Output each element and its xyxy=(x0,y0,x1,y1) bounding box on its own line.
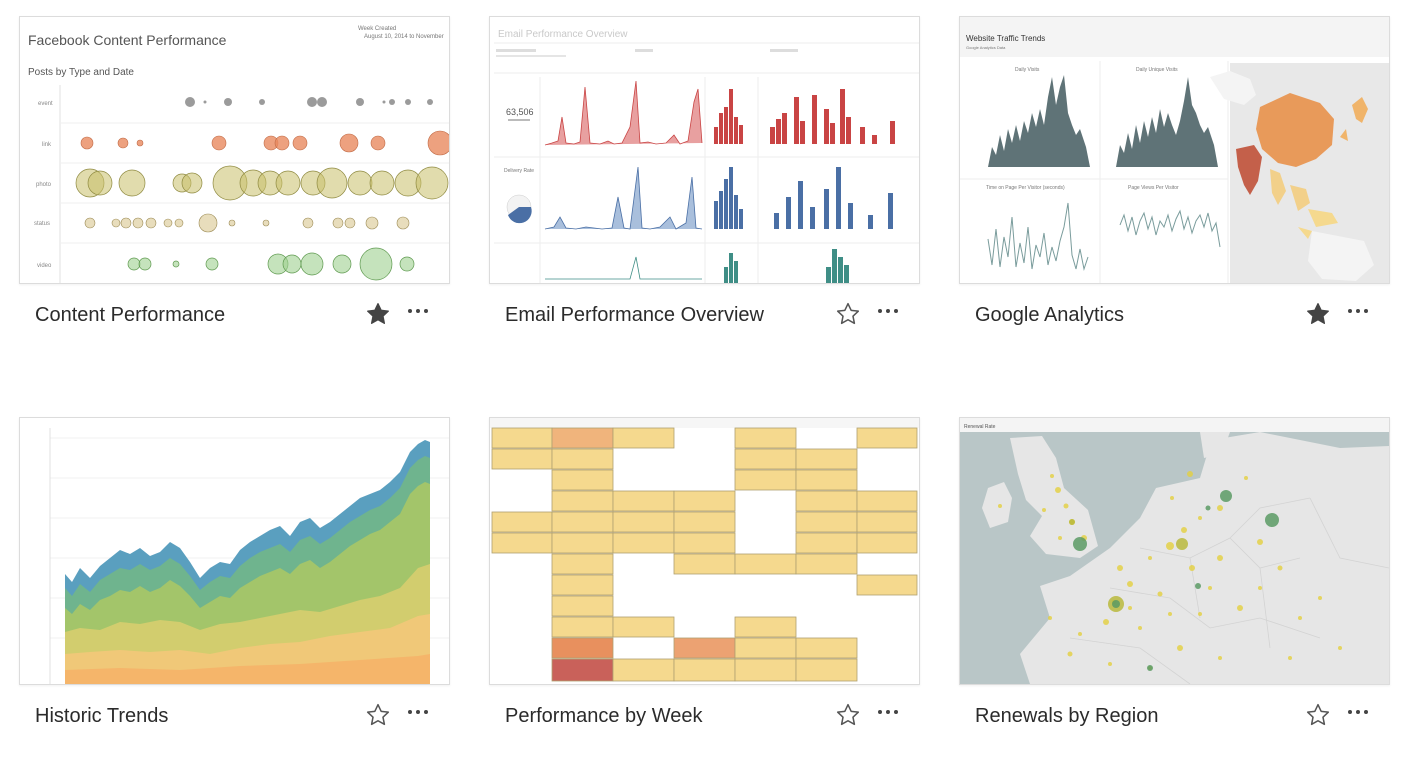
star-icon[interactable] xyxy=(1305,702,1331,728)
workbook-title[interactable]: Renewals by Region xyxy=(975,705,1159,727)
preview-subheading: Google Analytics Data xyxy=(966,45,1006,50)
preview-row-label: photo xyxy=(36,182,52,188)
workbook-title[interactable]: Google Analytics xyxy=(975,304,1124,326)
star-icon[interactable] xyxy=(365,702,391,728)
more-options-icon[interactable] xyxy=(407,303,429,319)
more-options-icon[interactable] xyxy=(407,704,429,720)
preview-panel-label: Daily Visits xyxy=(1015,67,1040,73)
workbook-thumbnail[interactable] xyxy=(19,417,450,685)
preview-subheading: Posts by Type and Date xyxy=(28,67,134,78)
more-options-icon[interactable] xyxy=(1347,704,1369,720)
preview-row-label: link xyxy=(42,142,52,148)
preview-row-label: video xyxy=(37,263,52,269)
preview-panel-label: Daily Unique Visits xyxy=(1136,67,1178,73)
star-icon[interactable] xyxy=(1305,301,1331,327)
preview-row-label: event xyxy=(38,101,53,107)
preview-heading: Renewal Rate xyxy=(964,424,996,430)
workbook-thumbnail[interactable]: Facebook Content Performance Week Create… xyxy=(19,16,450,284)
thumbnail-preview-bubbles: Facebook Content Performance Week Create… xyxy=(28,26,449,283)
more-options-icon[interactable] xyxy=(877,303,899,319)
more-options-icon[interactable] xyxy=(877,704,899,720)
preview-panel-label: Page Views Per Visitor xyxy=(1128,185,1179,191)
more-options-icon[interactable] xyxy=(1347,303,1369,319)
preview-panel-label: Time on Page Per Visitor (seconds) xyxy=(986,185,1065,191)
workbook-thumbnail[interactable] xyxy=(489,417,920,685)
workbook-thumbnail[interactable]: Renewal Rate xyxy=(959,417,1390,685)
thumbnail-preview-heatmap xyxy=(490,418,919,682)
star-icon[interactable] xyxy=(365,301,391,327)
preview-metric-value: 63,506 xyxy=(506,107,534,117)
workbook-title[interactable]: Historic Trends xyxy=(35,705,169,727)
thumbnail-preview-stacked-area xyxy=(49,428,449,684)
workbook-thumbnail[interactable]: Email Performance Overview 63,506 Delive… xyxy=(489,16,920,284)
preview-heading: Website Traffic Trends xyxy=(966,34,1045,43)
thumbnail-preview-map: Renewal Rate xyxy=(960,418,1389,684)
thumbnail-preview-traffic: Website Traffic Trends Google Analytics … xyxy=(960,17,1389,283)
preview-metric-label: Delivery Rate xyxy=(504,168,534,174)
preview-date-range: August 10, 2014 to November xyxy=(364,34,444,40)
star-icon[interactable] xyxy=(835,702,861,728)
preview-legend-title: Week Created xyxy=(358,26,396,32)
preview-heading: Email Performance Overview xyxy=(498,29,628,40)
preview-row-label: status xyxy=(34,221,50,227)
thumbnail-preview-email: Email Performance Overview 63,506 Delive… xyxy=(494,29,919,283)
workbook-title[interactable]: Content Performance xyxy=(35,304,226,326)
preview-heading: Facebook Content Performance xyxy=(28,32,227,48)
workbook-thumbnail[interactable]: Website Traffic Trends Google Analytics … xyxy=(959,16,1390,284)
workbook-title[interactable]: Performance by Week xyxy=(505,705,703,727)
star-icon[interactable] xyxy=(835,301,861,327)
workbook-title[interactable]: Email Performance Overview xyxy=(505,304,764,326)
